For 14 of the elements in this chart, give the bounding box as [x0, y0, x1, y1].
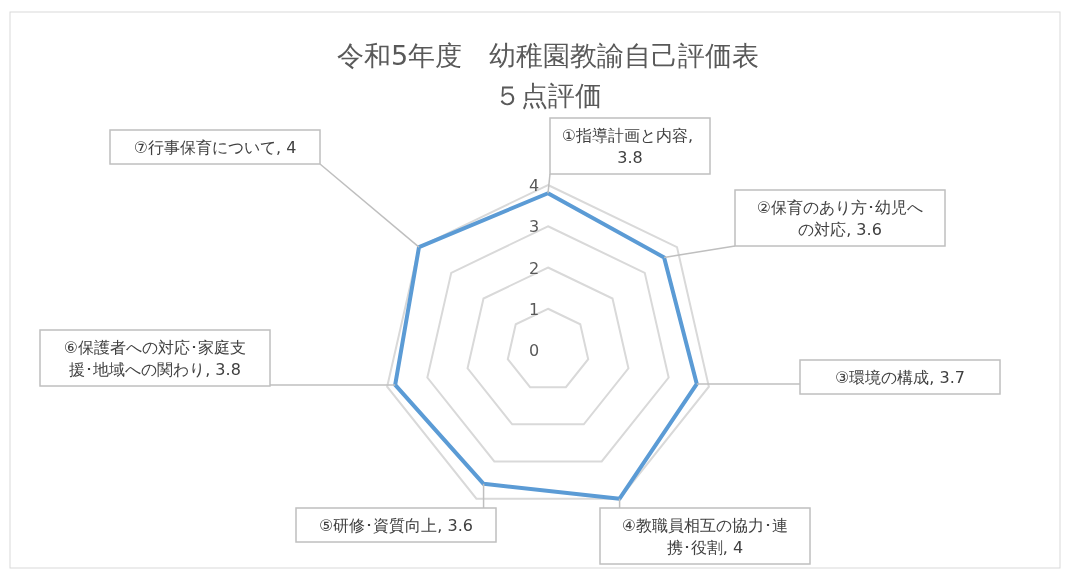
chart-title: 令和5年度 幼稚園教諭自己評価表: [336, 40, 760, 71]
spoke-label: ⑤研修･資質向上, 3.6: [319, 516, 473, 535]
spoke-label: ⑥保護者への対応･家庭支援･地域への関わり, 3.8: [63, 338, 247, 379]
spoke-label: ①指導計画と内容, 3.8: [561, 126, 699, 167]
spoke-label: ②保育のあり方･幼児への対応, 3.6: [756, 198, 924, 239]
y-tick-label: 0: [528, 341, 540, 360]
spoke-label: ④教職員相互の協力･連携･役割, 4: [621, 516, 789, 557]
y-tick-label: 3: [528, 217, 540, 237]
y-tick-label: 4: [528, 176, 540, 195]
y-tick-label: 1: [528, 299, 540, 319]
y-tick-label: 2: [528, 258, 540, 278]
chart-subtitle: ５点評価: [494, 80, 602, 111]
spoke-label: ⑦行事保育について, 4: [133, 138, 297, 157]
spoke-label: ③環境の構成, 3.7: [835, 368, 965, 387]
